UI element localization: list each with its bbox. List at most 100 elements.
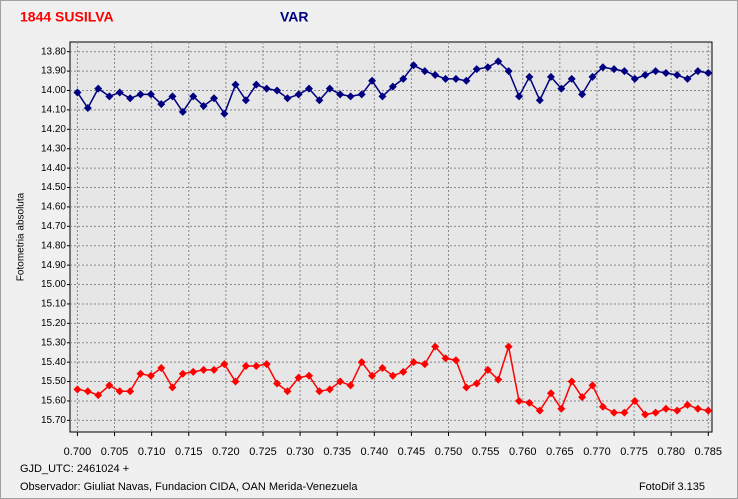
footer-observer: Observador: Giuliat Navas, Fundacion CID… — [20, 481, 358, 493]
data-point — [610, 408, 619, 417]
data-point — [409, 358, 418, 367]
y-tick-label: 13.80 — [41, 46, 66, 57]
data-point — [83, 103, 92, 112]
data-point — [588, 381, 597, 390]
data-point — [557, 404, 566, 413]
data-point — [252, 362, 261, 371]
data-point — [641, 70, 650, 79]
y-tick-label: 13.90 — [41, 66, 66, 77]
y-axis-label: Fotometria absoluta — [16, 192, 27, 281]
data-point — [494, 57, 503, 66]
data-point — [388, 371, 397, 380]
x-tick-label: 0.765 — [546, 446, 574, 458]
data-point — [294, 90, 303, 99]
x-tick-label: 0.740 — [361, 446, 389, 458]
star-title: 1844 SUSILVA — [20, 9, 114, 25]
data-point — [273, 379, 282, 388]
data-point — [146, 90, 155, 99]
data-point — [357, 358, 366, 367]
data-point — [693, 404, 702, 413]
data-point — [431, 70, 440, 79]
x-tick-label: 0.750 — [435, 446, 463, 458]
data-point — [525, 398, 534, 407]
data-point — [220, 109, 229, 118]
data-point — [325, 385, 334, 394]
data-point — [546, 389, 555, 398]
data-point — [567, 74, 576, 83]
y-tick-label: 15.10 — [41, 299, 66, 310]
x-tick-label: 0.755 — [472, 446, 500, 458]
data-point — [472, 379, 481, 388]
data-point — [557, 84, 566, 93]
data-point — [598, 402, 607, 411]
data-point — [105, 92, 114, 101]
data-point — [388, 82, 397, 91]
data-point — [610, 65, 619, 74]
data-point — [94, 391, 103, 400]
data-point — [157, 363, 166, 372]
data-point — [357, 90, 366, 99]
data-point — [661, 69, 670, 78]
data-point — [178, 107, 187, 116]
x-tick-label: 0.730 — [286, 446, 314, 458]
data-point — [462, 76, 471, 85]
data-point — [368, 76, 377, 85]
data-point — [535, 406, 544, 415]
data-point — [168, 383, 177, 392]
y-tick-label: 15.40 — [41, 357, 66, 368]
data-point — [399, 367, 408, 376]
data-point — [598, 63, 607, 72]
y-tick-label: 15.30 — [41, 337, 66, 348]
y-tick-label: 14.20 — [41, 124, 66, 135]
data-point — [399, 74, 408, 83]
x-tick-label: 0.710 — [138, 446, 166, 458]
x-tick-label: 0.745 — [398, 446, 426, 458]
data-point — [241, 96, 250, 105]
data-point — [199, 102, 208, 111]
data-point — [136, 369, 145, 378]
data-point — [673, 406, 682, 415]
data-point — [346, 381, 355, 390]
data-point — [199, 365, 208, 374]
data-point — [115, 387, 124, 396]
y-tick-label: 14.60 — [41, 202, 66, 213]
data-point — [704, 406, 713, 415]
y-tick-label: 14.50 — [41, 182, 66, 193]
x-tick-label: 0.785 — [695, 446, 723, 458]
data-point — [630, 74, 639, 83]
y-tick-label: 14.40 — [41, 163, 66, 174]
x-tick-label: 0.725 — [249, 446, 277, 458]
data-point — [578, 90, 587, 99]
data-point — [420, 67, 429, 76]
data-point — [273, 86, 282, 95]
data-point — [115, 88, 124, 97]
data-point — [168, 92, 177, 101]
data-point — [157, 100, 166, 109]
y-tick-label: 15.70 — [41, 415, 66, 426]
data-point — [189, 92, 198, 101]
y-tick-label: 15.20 — [41, 318, 66, 329]
data-point — [304, 371, 313, 380]
plot-area — [69, 41, 713, 433]
x-tick-label: 0.700 — [64, 446, 92, 458]
data-point — [262, 84, 271, 93]
data-point — [661, 404, 670, 413]
data-point — [83, 387, 92, 396]
data-point — [420, 360, 429, 369]
data-point — [346, 92, 355, 101]
data-point — [231, 80, 240, 89]
data-point — [494, 375, 503, 384]
data-point — [693, 67, 702, 76]
data-point — [294, 373, 303, 382]
data-point — [483, 365, 492, 374]
data-point — [252, 80, 261, 89]
data-point — [515, 92, 524, 101]
footer-gjd: GJD_UTC: 2461024 + — [20, 463, 129, 475]
x-tick-label: 0.715 — [175, 446, 203, 458]
data-point — [451, 356, 460, 365]
data-point — [241, 362, 250, 371]
data-point — [483, 63, 492, 72]
data-point — [178, 369, 187, 378]
